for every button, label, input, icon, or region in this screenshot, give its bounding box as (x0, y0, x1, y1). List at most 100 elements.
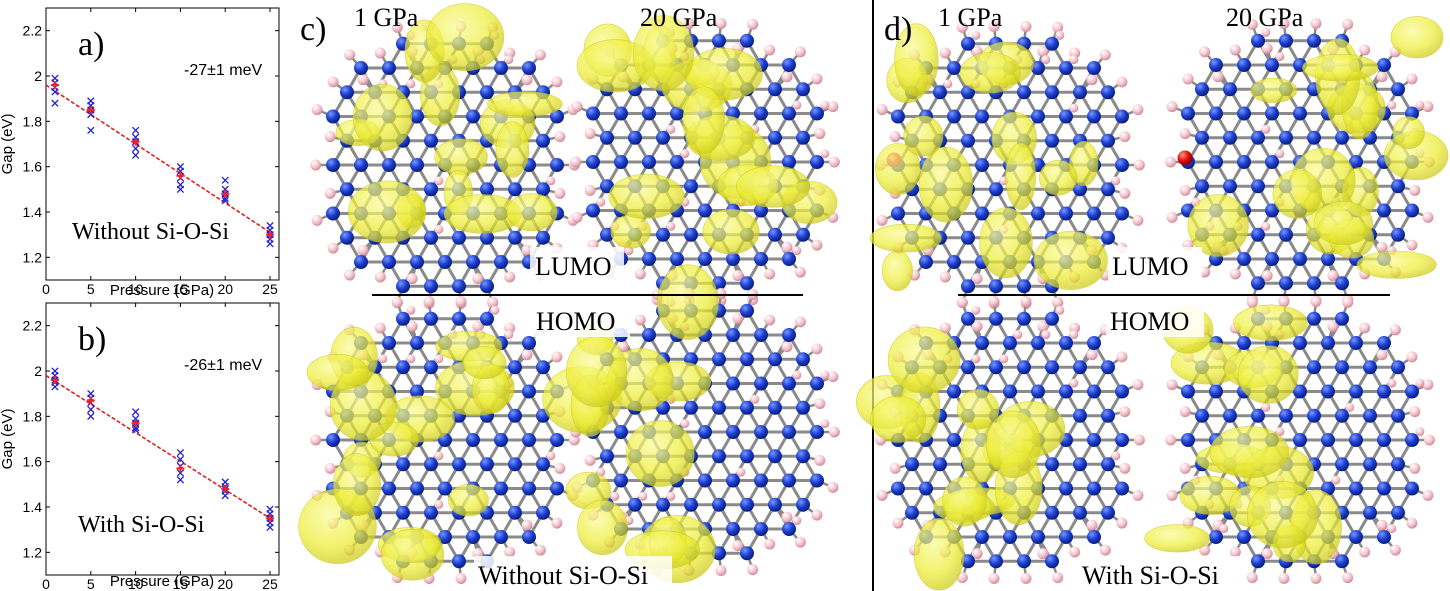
silicon-atom (438, 481, 452, 496)
silicon-atom (340, 85, 354, 100)
silicon-atom (1293, 336, 1307, 351)
silicon-atom (1045, 457, 1059, 472)
silicon-atom (768, 497, 782, 512)
hydrogen-atom (584, 128, 596, 140)
silicon-atom (768, 400, 782, 415)
hydrogen-atom (794, 266, 806, 278)
y-tick-label: 1.6 (23, 159, 43, 175)
panel-d-homo-label: HOMO (1110, 307, 1189, 336)
hydrogen-atom (1133, 159, 1145, 171)
silicon-atom (796, 227, 810, 242)
hydrogen-atom (610, 491, 620, 501)
orbital-isosurface (576, 15, 838, 255)
hydrogen-atom (551, 351, 563, 363)
panel-c-col-1gpa: 1 GPa (354, 3, 419, 32)
silicon-atom (642, 328, 656, 343)
silicon-atom (754, 328, 768, 343)
silicon-atom (1031, 109, 1045, 124)
silicon-atom (508, 408, 522, 423)
silicon-atom (410, 384, 424, 399)
data-point-x (51, 99, 59, 107)
data-point-x (176, 455, 185, 464)
silicon-atom (684, 400, 698, 415)
hydrogen-atom (764, 44, 776, 56)
silicon-atom (754, 251, 768, 266)
hydrogen-atom (827, 101, 839, 113)
plot-a-ticks (45, 8, 279, 280)
silicon-atom (810, 155, 824, 169)
hydrogen-atom (1086, 349, 1098, 361)
silicon-atom (891, 206, 905, 221)
hydrogen-atom (827, 371, 839, 383)
silicon-atom (933, 85, 947, 100)
hydrogen-atom (521, 519, 533, 531)
hydrogen-atom (811, 239, 823, 251)
hydrogen-atom (1165, 434, 1177, 446)
silicon-atom (1321, 433, 1335, 447)
silicon-atom (340, 230, 354, 245)
hydrogen-atom (1219, 524, 1229, 534)
plot-b-points (50, 367, 275, 532)
data-point-x (131, 426, 140, 434)
silicon-atom (396, 279, 410, 294)
panel-d-orbitals-with-si-o-si: d) 1 GPa 20 GPa LUMO HOMO With Si-O-Si (856, 3, 1449, 591)
cluster-c-lumo-1gpa (310, 3, 580, 309)
orbital-isosurface (869, 23, 1108, 292)
hydrogen-atom (310, 159, 322, 171)
silicon-atom (1059, 384, 1073, 399)
orbital-lobe (306, 353, 369, 392)
silicon-atom (382, 61, 396, 76)
silicon-atom (1293, 251, 1307, 266)
orbital-lobe (608, 173, 685, 219)
silicon-atom (947, 254, 961, 269)
hydrogen-atom (1132, 379, 1144, 391)
silicon-atom (1307, 276, 1321, 291)
silicon-atom (1087, 61, 1101, 76)
silicon-atom (536, 133, 550, 148)
silicon-atom (1031, 206, 1045, 221)
hydrogen-atom (1119, 187, 1131, 199)
hydrogen-atom (1246, 572, 1258, 584)
silicon-atom (424, 505, 438, 520)
silicon-atom (1209, 384, 1223, 399)
y-tick-label: 2.2 (23, 23, 43, 39)
hydrogen-atom (1406, 73, 1418, 85)
silicon-atom (586, 106, 600, 121)
silicon-atom (522, 384, 536, 399)
hydrogen-atom (551, 76, 563, 88)
silicon-atom (961, 279, 975, 294)
hydrogen-atom (889, 131, 901, 143)
hydrogen-atom (1116, 517, 1128, 529)
hydrogen-atom (1423, 434, 1435, 446)
silicon-atom (1195, 408, 1209, 423)
hydrogen-atom (1020, 21, 1032, 33)
silicon-atom (905, 457, 919, 472)
silicon-atom (1223, 179, 1237, 194)
hydrogen-atom (814, 398, 826, 410)
silicon-atom (382, 336, 396, 351)
panel-d-col-20gpa: 20 GPa (1226, 3, 1304, 32)
silicon-atom (933, 457, 947, 472)
silicon-atom (1377, 481, 1391, 496)
hydrogen-atom (327, 76, 339, 88)
silicon-atom (1279, 408, 1293, 423)
data-point-x (87, 405, 95, 414)
fit-line (45, 84, 271, 234)
silicon-atom (782, 106, 796, 121)
orbital-lobe (942, 476, 987, 527)
hydrogen-atom (1013, 330, 1023, 340)
orbital-lobe (1237, 345, 1299, 404)
data-point-x (176, 476, 185, 484)
silicon-atom (600, 449, 614, 464)
silicon-atom (726, 251, 740, 266)
silicon-atom (1349, 384, 1363, 399)
silicon-atom (354, 254, 368, 269)
silicon-atom (1045, 554, 1059, 569)
silicon-atom (452, 311, 466, 326)
silicon-atom (989, 311, 1003, 326)
silicon-atom (1307, 33, 1321, 48)
silicon-atom (614, 106, 628, 121)
hydrogen-atom (1310, 572, 1322, 584)
hydrogen-atom (434, 354, 444, 364)
hydrogen-atom (1086, 74, 1098, 86)
